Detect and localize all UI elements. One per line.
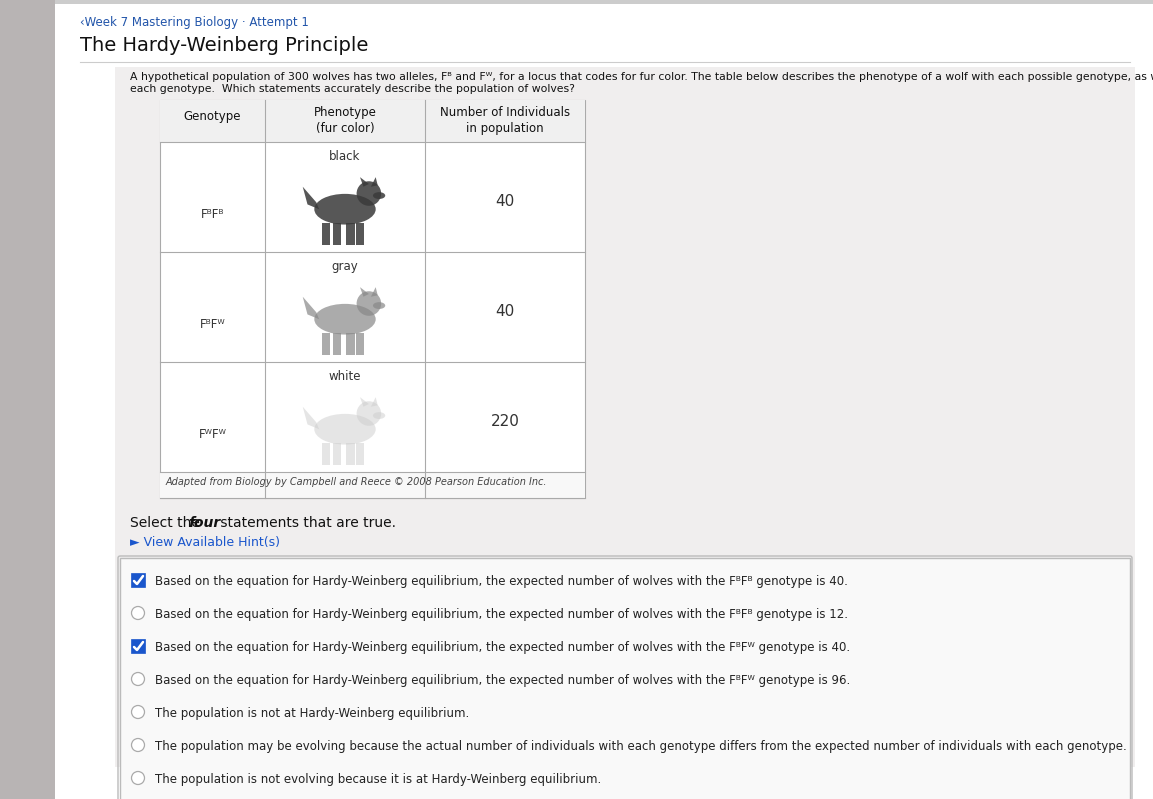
Bar <box>115 67 1135 767</box>
Text: Phenotype
(fur color): Phenotype (fur color) <box>314 106 376 135</box>
Circle shape <box>356 292 382 316</box>
Bar <box>322 443 330 465</box>
Ellipse shape <box>372 412 385 419</box>
Text: 40: 40 <box>496 304 514 320</box>
Text: FᴮFᴮ: FᴮFᴮ <box>201 209 224 221</box>
Text: FᵂFᵂ: FᵂFᵂ <box>198 428 226 442</box>
Text: Number of Individuals
in population: Number of Individuals in population <box>440 106 570 135</box>
Text: The population is not evolving because it is at Hardy-Weinberg equilibrium.: The population is not evolving because i… <box>155 773 601 786</box>
Bar <box>322 333 330 355</box>
Text: 220: 220 <box>490 415 520 430</box>
Polygon shape <box>371 177 378 187</box>
Text: black: black <box>330 150 361 163</box>
Bar <box>346 333 355 355</box>
Bar <box>333 333 341 355</box>
Bar <box>322 223 330 244</box>
Bar <box>333 443 341 465</box>
Text: Based on the equation for Hardy-Weinberg equilibrium, the expected number of wol: Based on the equation for Hardy-Weinberg… <box>155 575 847 588</box>
Polygon shape <box>360 177 369 187</box>
Text: FᴮFᵂ: FᴮFᵂ <box>199 319 225 332</box>
Bar <box>160 100 585 142</box>
Text: four: four <box>188 516 220 530</box>
Circle shape <box>131 606 144 619</box>
Circle shape <box>131 673 144 686</box>
Text: white: white <box>329 370 361 383</box>
Text: Adapted from Biology by Campbell and Reece © 2008 Pearson Education Inc.: Adapted from Biology by Campbell and Ree… <box>166 477 548 487</box>
Ellipse shape <box>372 193 385 199</box>
Bar <box>333 223 341 244</box>
Bar <box>131 573 145 587</box>
Bar <box>346 443 355 465</box>
Text: A hypothetical population of 300 wolves has two alleles, Fᴮ and Fᵂ, for a locus : A hypothetical population of 300 wolves … <box>130 72 1153 82</box>
Text: Based on the equation for Hardy-Weinberg equilibrium, the expected number of wol: Based on the equation for Hardy-Weinberg… <box>155 674 850 687</box>
Bar <box>356 333 364 355</box>
Circle shape <box>356 401 382 426</box>
Text: ► View Available Hint(s): ► View Available Hint(s) <box>130 536 280 549</box>
Text: Select the: Select the <box>130 516 204 530</box>
Polygon shape <box>303 187 319 209</box>
Bar <box>120 558 1130 799</box>
Bar <box>356 223 364 244</box>
Text: gray: gray <box>332 260 359 273</box>
Bar <box>356 443 364 465</box>
Bar <box>160 100 585 498</box>
Circle shape <box>131 772 144 785</box>
Text: Genotype: Genotype <box>183 110 241 123</box>
Polygon shape <box>360 397 369 407</box>
Text: 40: 40 <box>496 194 514 209</box>
Polygon shape <box>371 397 378 407</box>
Text: Based on the equation for Hardy-Weinberg equilibrium, the expected number of wol: Based on the equation for Hardy-Weinberg… <box>155 608 847 621</box>
Text: each genotype.  Which statements accurately describe the population of wolves?: each genotype. Which statements accurate… <box>130 84 575 94</box>
Polygon shape <box>371 287 378 296</box>
Text: The population may be evolving because the actual number of individuals with eac: The population may be evolving because t… <box>155 740 1126 753</box>
Circle shape <box>356 181 382 206</box>
Polygon shape <box>303 296 319 320</box>
Text: statements that are true.: statements that are true. <box>216 516 395 530</box>
Polygon shape <box>360 287 369 296</box>
Ellipse shape <box>315 194 376 225</box>
Circle shape <box>131 738 144 752</box>
Text: Based on the equation for Hardy-Weinberg equilibrium, the expected number of wol: Based on the equation for Hardy-Weinberg… <box>155 641 850 654</box>
Ellipse shape <box>315 304 376 335</box>
Ellipse shape <box>372 302 385 309</box>
Bar <box>160 472 585 498</box>
Bar <box>131 639 145 653</box>
Bar <box>55 0 1153 4</box>
Text: ‹Week 7 Mastering Biology · Attempt 1: ‹Week 7 Mastering Biology · Attempt 1 <box>80 16 309 29</box>
Polygon shape <box>303 407 319 429</box>
Ellipse shape <box>315 414 376 444</box>
Text: The population is not at Hardy-Weinberg equilibrium.: The population is not at Hardy-Weinberg … <box>155 707 469 720</box>
Text: The Hardy-Weinberg Principle: The Hardy-Weinberg Principle <box>80 36 368 55</box>
Bar <box>346 223 355 244</box>
Circle shape <box>131 706 144 718</box>
